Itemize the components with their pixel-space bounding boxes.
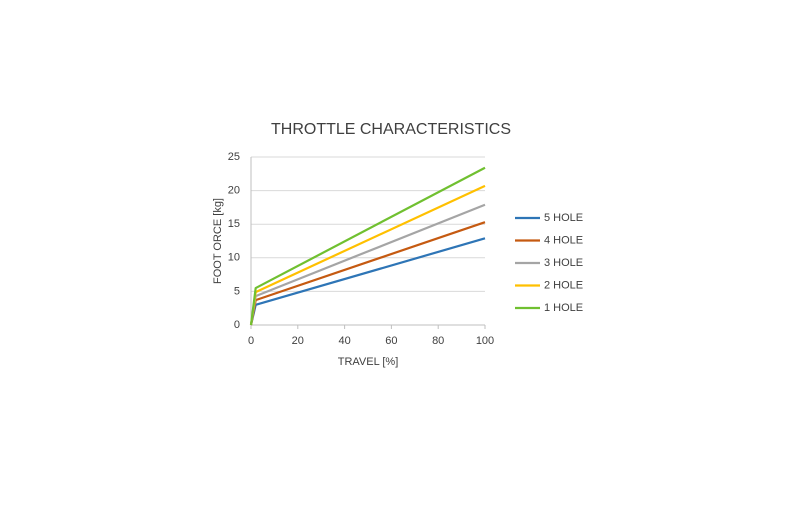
y-tick-label: 5: [234, 285, 240, 297]
legend-label: 5 HOLE: [544, 212, 583, 224]
y-axis-label: FOOT ORCE [kg]: [212, 198, 224, 284]
legend-label: 3 HOLE: [544, 257, 583, 269]
legend-label: 2 HOLE: [544, 279, 583, 291]
x-tick-label: 60: [385, 335, 397, 347]
chart-title: THROTTLE CHARACTERISTICS: [271, 121, 511, 138]
y-tick-label: 25: [228, 151, 240, 163]
x-tick-label: 20: [292, 335, 304, 347]
legend-label: 4 HOLE: [544, 234, 583, 246]
x-tick-label: 80: [432, 335, 444, 347]
y-tick-label: 20: [228, 185, 240, 197]
x-tick-label: 100: [476, 335, 494, 347]
y-tick-label: 10: [228, 252, 240, 264]
series-line: [249, 166, 486, 326]
x-tick-label: 0: [248, 335, 254, 347]
y-tick-label: 15: [228, 218, 240, 230]
x-axis-label: TRAVEL [%]: [338, 356, 399, 368]
legend-label: 1 HOLE: [544, 302, 583, 314]
x-tick-label: 40: [338, 335, 350, 347]
y-tick-label: 0: [234, 319, 240, 331]
